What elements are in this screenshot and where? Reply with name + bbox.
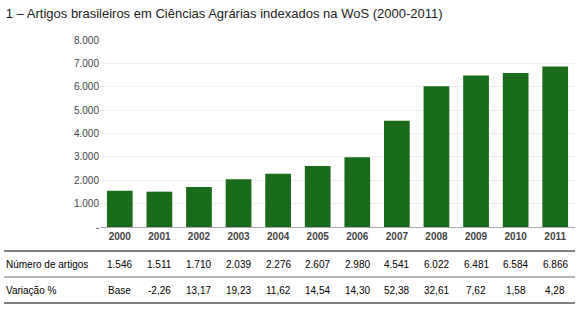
svg-text:2009: 2009	[465, 231, 488, 242]
svg-text:-: -	[96, 222, 99, 233]
svg-text:1.546: 1.546	[107, 259, 132, 270]
svg-text:2010: 2010	[505, 231, 528, 242]
svg-text:7,62: 7,62	[466, 285, 486, 296]
svg-text:1.710: 1.710	[186, 259, 211, 270]
svg-text:6.584: 6.584	[503, 259, 528, 270]
svg-text:5.000: 5.000	[74, 105, 99, 116]
svg-text:11,62: 11,62	[266, 285, 291, 296]
svg-text:2.276: 2.276	[266, 259, 291, 270]
svg-text:6.022: 6.022	[424, 259, 449, 270]
svg-text:6.866: 6.866	[543, 259, 568, 270]
svg-text:1,58: 1,58	[506, 285, 526, 296]
svg-text:2002: 2002	[188, 231, 211, 242]
svg-text:14,54: 14,54	[305, 285, 330, 296]
svg-text:Base: Base	[108, 285, 131, 296]
svg-text:2000: 2000	[109, 231, 132, 242]
svg-text:13,17: 13,17	[186, 285, 211, 296]
svg-text:2001: 2001	[148, 231, 171, 242]
svg-text:Número de artigos: Número de artigos	[6, 259, 88, 270]
svg-text:2007: 2007	[386, 231, 409, 242]
svg-text:6.481: 6.481	[464, 259, 489, 270]
svg-text:2004: 2004	[267, 231, 290, 242]
svg-text:2006: 2006	[346, 231, 369, 242]
svg-text:1.000: 1.000	[74, 198, 99, 209]
svg-text:32,61: 32,61	[424, 285, 449, 296]
svg-text:2.607: 2.607	[305, 259, 330, 270]
svg-text:2.980: 2.980	[345, 259, 370, 270]
svg-text:2003: 2003	[227, 231, 250, 242]
svg-text:4.541: 4.541	[384, 259, 409, 270]
svg-text:1 – Artigos brasileiros em Ciê: 1 – Artigos brasileiros em Ciências Agrá…	[6, 6, 443, 21]
svg-text:6.000: 6.000	[74, 81, 99, 92]
svg-text:14,30: 14,30	[345, 285, 370, 296]
svg-text:4.000: 4.000	[74, 128, 99, 139]
svg-text:8.000: 8.000	[74, 35, 99, 46]
svg-text:7.000: 7.000	[74, 58, 99, 69]
svg-text:3.000: 3.000	[74, 151, 99, 162]
svg-text:4,28: 4,28	[545, 285, 565, 296]
svg-text:2.000: 2.000	[74, 175, 99, 186]
svg-text:2.039: 2.039	[226, 259, 251, 270]
svg-text:Variação %: Variação %	[6, 285, 57, 296]
svg-text:2011: 2011	[544, 231, 566, 242]
svg-text:19,23: 19,23	[226, 285, 251, 296]
svg-text:1.511: 1.511	[147, 259, 172, 270]
svg-text:2008: 2008	[425, 231, 448, 242]
svg-text:52,38: 52,38	[384, 285, 409, 296]
svg-text:-2,26: -2,26	[148, 285, 171, 296]
svg-text:2005: 2005	[307, 231, 330, 242]
